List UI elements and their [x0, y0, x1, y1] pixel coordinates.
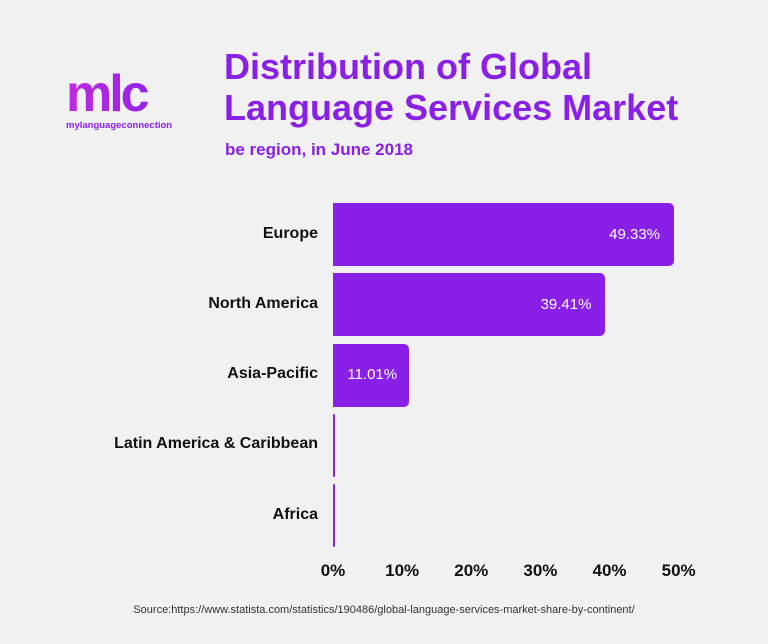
category-label: Latin America & Caribbean — [114, 435, 318, 453]
chart-title: Distribution of Global Language Services… — [224, 46, 678, 128]
brand-logo: mlc mylanguageconnection — [66, 68, 196, 131]
x-tick-label: 50% — [661, 561, 696, 580]
bar-latin-america-caribbean — [333, 413, 335, 477]
x-tick-label: 40% — [592, 561, 627, 580]
category-label: Asia-Pacific — [227, 365, 318, 383]
title-line-1: Distribution of Global — [224, 46, 592, 87]
logo-mark: mlc — [66, 68, 196, 120]
chart-subtitle: be region, in June 2018 — [225, 140, 414, 159]
x-tick-label: 30% — [523, 561, 558, 580]
category-label: Africa — [272, 505, 318, 523]
value-label: 49.33% — [609, 225, 660, 243]
logo-text: mylanguageconnection — [66, 120, 173, 131]
bar-north-america — [333, 273, 606, 337]
category-label: North America — [208, 294, 318, 312]
bar-europe — [333, 203, 674, 266]
title-line-2: Language Services Market — [224, 87, 679, 128]
category-label: Europe — [262, 224, 318, 242]
x-tick-label: 0% — [320, 561, 346, 580]
value-label: 11.01% — [347, 366, 398, 384]
value-label: 39.41% — [540, 295, 592, 313]
x-tick-label: 20% — [454, 561, 489, 580]
x-tick-label: 10% — [385, 561, 420, 580]
source-note: Source:https://www.statista.com/statisti… — [133, 604, 635, 616]
bar-asia-pacific — [333, 343, 410, 407]
bar-africa — [333, 484, 335, 548]
